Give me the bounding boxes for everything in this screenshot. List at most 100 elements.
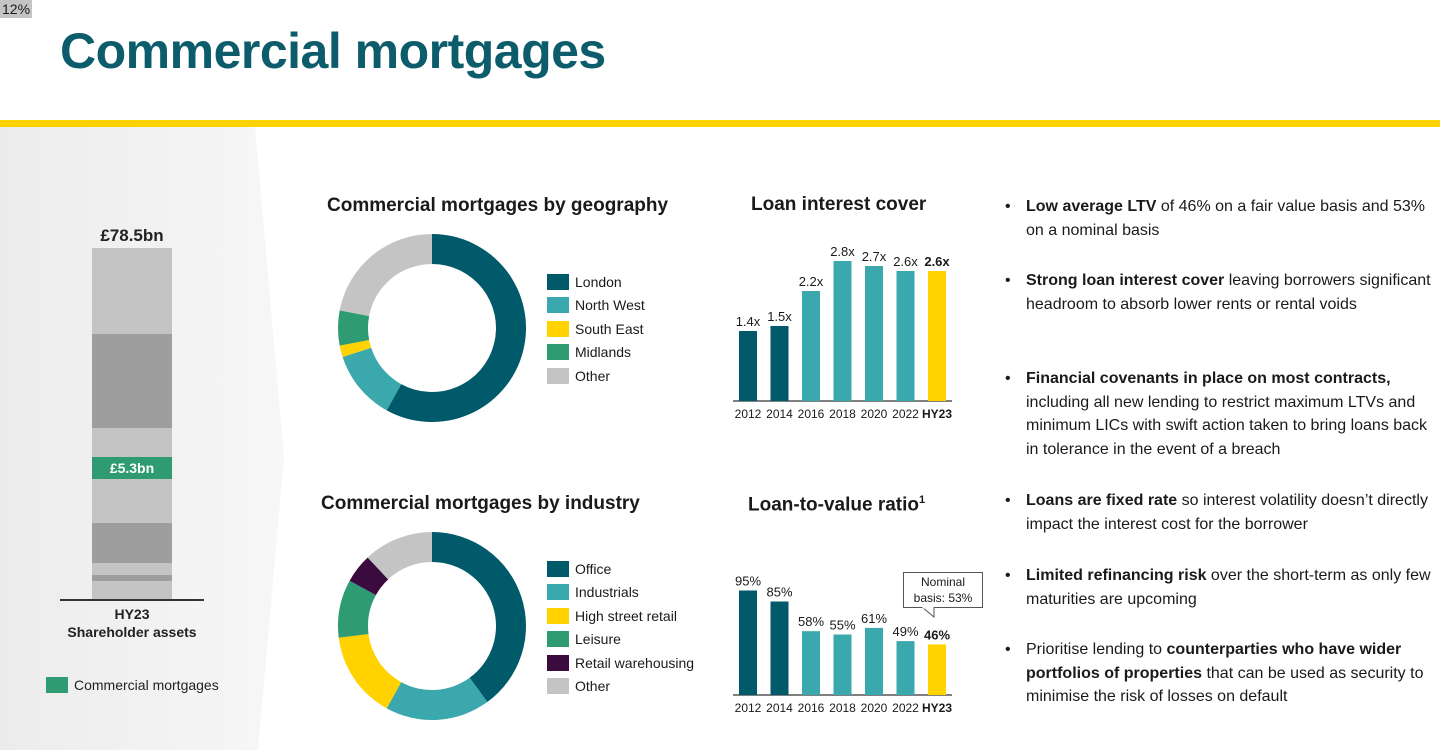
bar-value-label: 2.2x: [799, 274, 824, 289]
legend-swatch: [547, 273, 569, 290]
bullet-bold: counterparties who have wider portfolios…: [1026, 641, 1402, 682]
bar-value-label: 55%: [829, 618, 855, 633]
bar-2020: [865, 266, 883, 401]
interest-cover-chart-title: Loan interest cover: [751, 194, 927, 215]
asset-segment: [92, 563, 172, 575]
bullet-fixed-rate: • Loans are fixed rate so interest volati…: [1005, 489, 1435, 536]
bullet-dot: •: [1005, 370, 1011, 387]
stack-legend: Commercial mortgages: [46, 677, 219, 693]
legend-swatch: [547, 678, 569, 695]
legend-label: South East: [575, 320, 644, 337]
asset-segment: [92, 334, 172, 428]
legend-item: Other: [547, 364, 645, 388]
bullet-dot: •: [1005, 492, 1011, 509]
bullet-text: of 46% on a fair value basis and 53% on …: [1026, 198, 1426, 239]
legend-swatch: [547, 297, 569, 314]
bar-2012: [739, 590, 757, 695]
industry-donut-chart: [338, 532, 526, 720]
bar-2018: [833, 634, 852, 695]
shareholder-assets-stacked-bar: [92, 248, 172, 600]
bullet-bold: Low average LTV: [1026, 198, 1157, 215]
bullet-pre: Prioritise lending to: [1026, 641, 1167, 658]
title-divider: [0, 120, 1440, 127]
bar-value-label: 58%: [798, 614, 824, 629]
page-title: Commercial mortgages: [60, 23, 606, 79]
legend-label: Office: [575, 560, 612, 577]
legend-label: North West: [575, 297, 645, 314]
bullet-dot: •: [1005, 272, 1011, 289]
bar-value-label: 46%: [924, 627, 950, 642]
ltv-chart-title: Loan-to-value ratio1: [748, 494, 925, 516]
legend-swatch: [547, 320, 569, 337]
bullet-text: over the short-term as only few maturiti…: [1026, 567, 1431, 608]
legend-swatch: [547, 631, 569, 648]
asset-segment: [92, 523, 172, 563]
legend-item: Midlands: [547, 341, 645, 365]
bar-category-label: 2020: [861, 701, 888, 715]
bar-2016: [802, 631, 820, 695]
commercial-mortgages-value: £5.3bn: [92, 457, 172, 479]
legend-label: Other: [575, 678, 611, 695]
legend-item: Office: [547, 557, 694, 581]
bar-category-label: HY23: [922, 701, 952, 715]
stack-category-label: HY23 Shareholder assets: [40, 605, 224, 641]
legend-label: Commercial mortgages: [74, 677, 219, 693]
donut-slice-industrials: [386, 677, 488, 720]
bar-2020: [865, 627, 883, 695]
asset-segment: [92, 575, 172, 581]
bullet-counterparties: • Prioritise lending to counterparties wh…: [1005, 638, 1435, 709]
bullet-text: that can be used as security to minimise…: [1026, 664, 1424, 706]
bar-2022: [896, 271, 915, 401]
legend-item: Retail warehousing: [547, 651, 694, 675]
legend-item: Leisure: [547, 628, 694, 652]
donut-slice-south-east: [339, 339, 372, 358]
asset-segment: [92, 581, 172, 600]
industry-legend: Office Industrials High street retail Leisu…: [547, 557, 694, 698]
legend-swatch: [547, 654, 569, 671]
donut-slice-north-west: [342, 347, 402, 411]
legend-item: North West: [547, 294, 645, 318]
stack-category-line1: HY23: [114, 606, 150, 622]
donut-slice-office: [432, 532, 526, 703]
bar-2018: [833, 261, 852, 401]
bullet-dot: •: [1005, 641, 1011, 658]
stack-category-line2: Shareholder assets: [67, 624, 197, 640]
bullet-bold: Limited refinancing risk: [1026, 567, 1207, 584]
geography-chart-title: Commercial mortgages by geography: [327, 195, 669, 216]
legend-swatch: [547, 584, 569, 601]
bar-category-label: 2012: [735, 701, 762, 715]
donut-slice-london: [386, 234, 526, 422]
donut-label: 12%: [0, 0, 33, 18]
legend-label: Retail warehousing: [575, 654, 695, 671]
legend-label: Leisure: [575, 631, 621, 648]
bar-category-label: 2014: [766, 701, 793, 715]
bar-category-label: HY23: [922, 407, 952, 421]
bar-value-label: 1.4x: [736, 314, 761, 329]
bar-category-label: 2020: [861, 407, 888, 421]
bar-category-label: 2016: [798, 701, 825, 715]
bar-category-label: 2018: [829, 407, 856, 421]
stack-axis-line: [60, 599, 204, 601]
ltv-title-text: Loan-to-value ratio: [748, 494, 920, 516]
bullet-bold: Loans are fixed rate: [1026, 492, 1178, 509]
bullet-text: so interest volatility doesn’t directly …: [1026, 492, 1428, 533]
bullet-covenants: • Financial covenants in place on most co…: [1005, 367, 1435, 461]
donut-slice-high-street-retail: [338, 634, 402, 709]
donut-slice-midlands: [338, 310, 370, 346]
bar-2016: [802, 291, 820, 401]
donut-slice-retail-warehousing: [349, 557, 389, 596]
donut-slice-other: [367, 532, 432, 580]
legend-item: High street retail: [547, 604, 694, 628]
legend-item: South East: [547, 317, 645, 341]
bullet-dot: •: [1005, 198, 1011, 215]
bar-value-label: 1.5x: [767, 309, 792, 324]
legend-swatch: [547, 344, 569, 361]
ltv-bar-chart: 95% 2012 85% 2014 58% 2016 55% 2018 61% 2020 49% 20…: [733, 574, 952, 715]
bullet-text: leaving borrowers significant headroom t…: [1026, 272, 1431, 313]
bullet-bold: Financial covenants in place on most con…: [1026, 370, 1391, 387]
bar-value-label: 2.7x: [862, 249, 887, 264]
bar-value-label: 2.6x: [893, 254, 918, 269]
bullet-ltv: • Low average LTV of 46% on a fair value …: [1005, 195, 1435, 242]
bar-value-label: 95%: [735, 574, 761, 589]
geography-legend: London North West South East Midlands Other: [547, 270, 645, 388]
